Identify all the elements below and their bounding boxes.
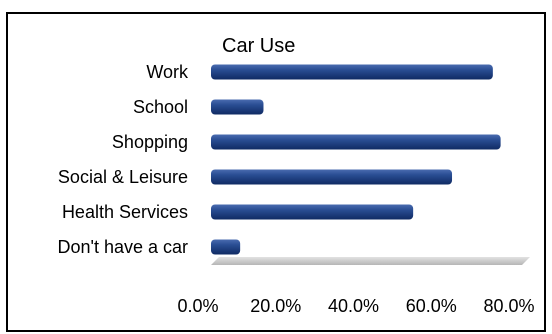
x-tick-label: 40.0% [328,296,379,316]
x-tick-label: 0.0% [177,296,218,316]
bar [211,239,241,255]
bar [211,204,414,220]
bar [211,169,453,185]
x-tick-label: 20.0% [250,296,301,316]
x-axis-ticks: 0.0% 20.0% 40.0% 60.0% 80.0% [177,296,534,316]
category-label: Work [146,62,189,82]
chart-floor [211,257,530,265]
x-tick-label: 80.0% [483,296,534,316]
chart-svg: Car Use Work School Shopping Social & Leisu… [57,35,534,316]
bars-layer [211,64,501,255]
category-label: Shopping [112,132,188,152]
bar [211,134,501,150]
category-label: Health Services [62,202,188,222]
category-label: Social & Leisure [58,167,188,187]
category-label: School [133,97,188,117]
x-tick-label: 60.0% [406,296,457,316]
chart-title: Car Use [222,35,295,57]
category-labels: Work School Shopping Social & Leisure Health… [57,62,189,257]
bar [211,64,493,80]
bar [211,99,264,115]
chart-frame: Car Use Work School Shopping Social & Leisu… [6,12,546,332]
category-label: Don't have a car [57,237,188,257]
